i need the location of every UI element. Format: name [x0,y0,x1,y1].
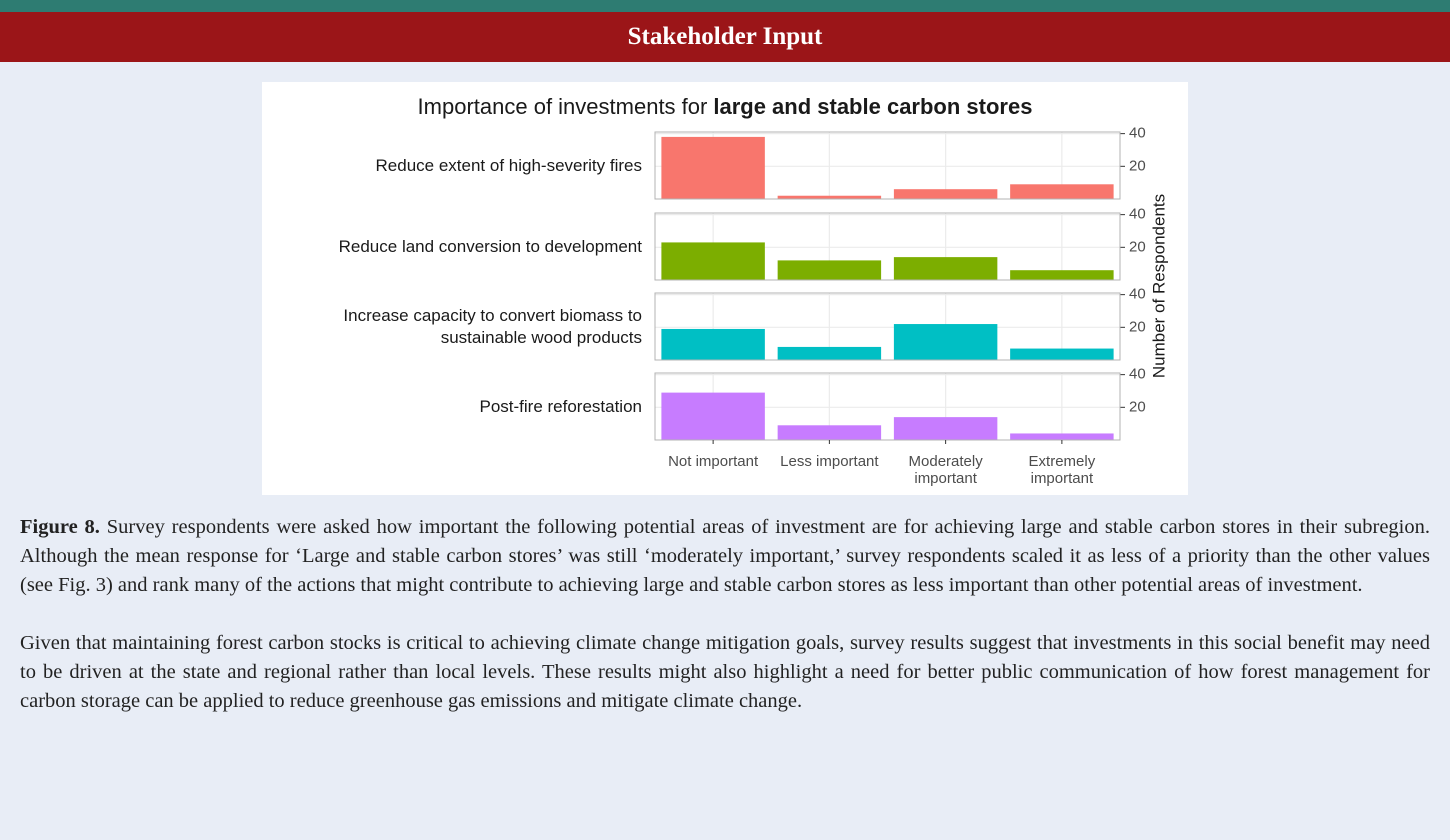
x-tick-label: Less important [780,453,879,470]
y-tick-label: 20 [1129,318,1146,335]
panel-border [654,292,1121,361]
top-strip [0,0,1450,12]
bar [777,346,882,360]
body-text: Figure 8. Survey respondents were asked … [20,513,1430,745]
facet-label: Reduce extent of high-severity fires [375,155,642,175]
section-header: Stakeholder Input [0,12,1450,62]
bar [661,242,765,280]
facet-label: Reduce land conversion to development [338,236,642,256]
facet-label: Increase capacity to convert biomass to … [343,305,642,347]
bar [1010,348,1114,360]
y-tick-label: 40 [1129,125,1146,142]
bar [661,328,765,360]
title-bold: large and stable carbon stores [713,94,1033,119]
chart-title: Importance of investments for large and s… [262,94,1188,120]
x-tick-label: Not important [668,453,759,470]
title-text: Importance of investments for [417,94,708,119]
bar [777,260,882,280]
y-tick-label: 20 [1129,398,1146,415]
panel-border [654,212,1121,281]
chart: 20 40 20 40 20 40 20 40 Number of Respondents Im… [262,82,1188,495]
bar [661,392,765,440]
bar [893,417,998,440]
caption: Figure 8. Survey respondents were asked … [20,513,1430,600]
y-axis-title: Number of Respondents [1149,194,1168,378]
bar [893,257,998,280]
bar [661,136,765,199]
x-tick-label: Moderately important [908,453,983,487]
y-tick-label: 40 [1129,286,1146,303]
x-tick-label: Extremely important [1028,453,1096,487]
bar [893,324,998,360]
bar [893,189,998,199]
y-tick-label: 40 [1129,366,1146,383]
y-tick-label: 40 [1129,206,1146,223]
bar [777,425,882,440]
bar [1010,270,1114,280]
y-tick-label: 20 [1129,238,1146,255]
caption-label: Figure 8. [20,516,100,538]
facet-label: Post-fire reforestation [479,396,642,416]
panel-border [654,131,1121,200]
y-tick-label: 20 [1129,157,1146,174]
bar [777,195,882,199]
bar [1010,433,1114,440]
paragraph: Given that maintaining forest carbon sto… [20,632,1430,712]
bar [1010,184,1114,199]
panel-border [654,372,1121,441]
caption-text: Survey respondents were asked how import… [20,516,1431,596]
